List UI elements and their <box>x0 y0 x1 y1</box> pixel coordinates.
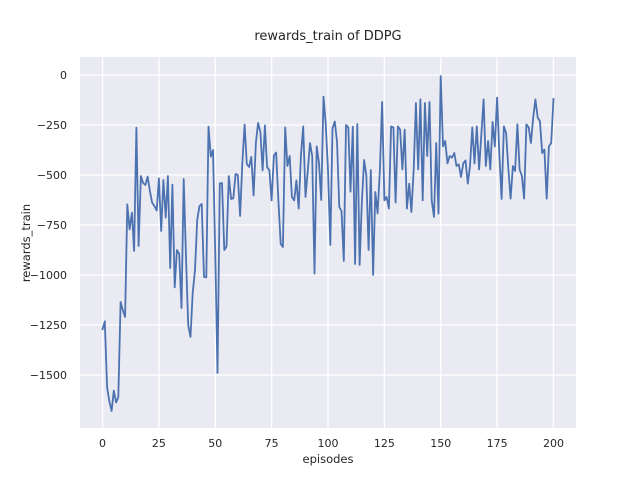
y-tick-label-0: 0 <box>60 69 67 82</box>
x-tick-label-25: 25 <box>152 437 166 450</box>
x-tick-label-150: 150 <box>430 437 451 450</box>
x-axis-label: episodes <box>302 452 354 466</box>
x-tick-label-100: 100 <box>318 437 339 450</box>
y-tick-label--1000: −1000 <box>30 269 67 282</box>
x-tick-label-75: 75 <box>265 437 279 450</box>
y-tick-label--500: −500 <box>37 169 67 182</box>
y-tick-label--1250: −1250 <box>30 319 67 332</box>
x-tick-label-50: 50 <box>208 437 222 450</box>
y-tick-label--750: −750 <box>37 219 67 232</box>
y-tick-label--250: −250 <box>37 119 67 132</box>
y-tick-label--1500: −1500 <box>30 369 67 382</box>
x-tick-label-200: 200 <box>543 437 564 450</box>
chart-title: rewards_train of DDPG <box>254 29 402 44</box>
x-tick-label-125: 125 <box>374 437 395 450</box>
y-axis-label: rewards_train <box>19 203 33 283</box>
x-tick-label-175: 175 <box>487 437 508 450</box>
series-line-rewards-train <box>101 75 555 412</box>
x-tick-label-0: 0 <box>99 437 106 450</box>
